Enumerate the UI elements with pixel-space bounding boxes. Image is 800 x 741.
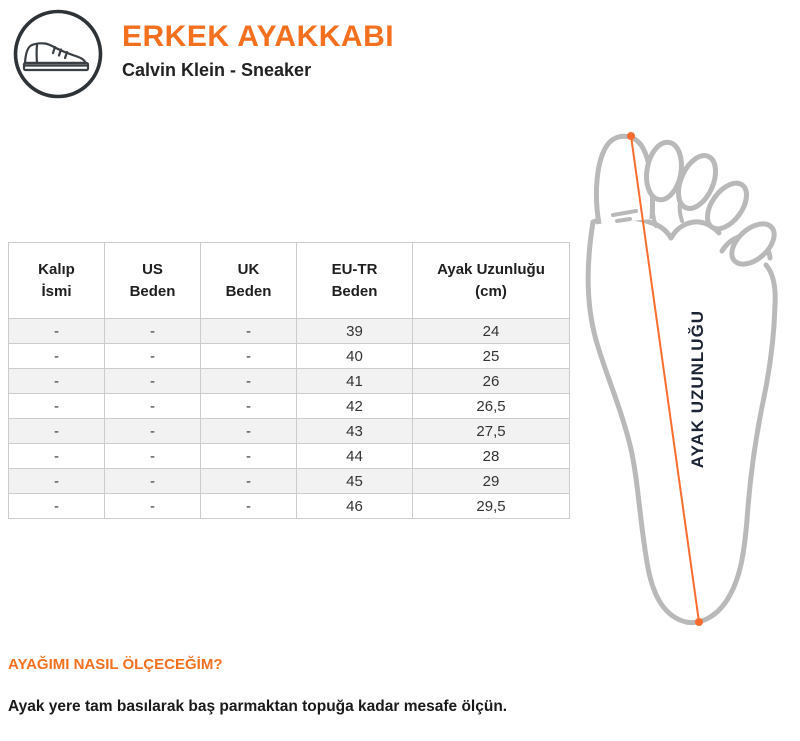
size-cell: - xyxy=(8,393,105,419)
size-table-header-row: Kalıp İsmi US Beden UK Beden EU-TR Beden… xyxy=(8,242,570,319)
sneaker-icon xyxy=(13,9,103,99)
size-cell: - xyxy=(104,368,201,394)
column-header-uk-beden: UK Beden xyxy=(200,242,297,319)
column-header-eu-tr-beden: EU-TR Beden xyxy=(296,242,413,319)
size-cell: 42 xyxy=(296,393,413,419)
size-cell: - xyxy=(8,418,105,444)
column-header-line: UK xyxy=(237,260,260,278)
size-cell: - xyxy=(200,468,297,494)
table-row: - - - 39 24 xyxy=(8,318,570,344)
size-cell: 25 xyxy=(412,343,570,369)
table-row: - - - 44 28 xyxy=(8,443,570,469)
size-cell: 28 xyxy=(412,443,570,469)
column-header-line: EU-TR xyxy=(331,260,378,278)
size-cell: - xyxy=(200,443,297,469)
size-cell: - xyxy=(104,493,201,519)
size-cell: - xyxy=(200,393,297,419)
column-header-kalip-ismi: Kalıp İsmi xyxy=(8,242,105,319)
foot-sole-outline xyxy=(585,219,778,626)
size-cell: - xyxy=(200,343,297,369)
table-row: - - - 42 26,5 xyxy=(8,393,570,419)
size-cell: 39 xyxy=(296,318,413,344)
column-header-line: Kalıp xyxy=(38,260,75,278)
size-cell: 27,5 xyxy=(412,418,570,444)
column-header-line: İsmi xyxy=(41,282,72,300)
measure-line xyxy=(627,132,703,626)
table-row: - - - 45 29 xyxy=(8,468,570,494)
size-cell: - xyxy=(104,318,201,344)
size-cell: - xyxy=(104,468,201,494)
column-header-line: US xyxy=(142,260,163,278)
size-cell: - xyxy=(200,368,297,394)
howto-text: Ayak yere tam basılarak baş parmaktan to… xyxy=(8,698,508,715)
howto-heading: AYAĞIMI NASIL ÖLÇECEĞİM? xyxy=(8,656,223,673)
foot-length-label: AYAK UZUNLUĞU xyxy=(688,309,707,469)
size-cell: 44 xyxy=(296,443,413,469)
size-cell: - xyxy=(104,418,201,444)
table-row: - - - 41 26 xyxy=(8,368,570,394)
page-title: ERKEK AYAKKABI xyxy=(122,20,395,53)
size-cell: 40 xyxy=(296,343,413,369)
page-subtitle: Calvin Klein - Sneaker xyxy=(122,60,312,80)
toe-4 xyxy=(704,180,750,232)
column-header-line: (cm) xyxy=(475,282,507,300)
big-toe xyxy=(593,133,655,225)
column-header-us-beden: US Beden xyxy=(104,242,201,319)
size-cell: 24 xyxy=(412,318,570,344)
size-cell: - xyxy=(200,493,297,519)
size-cell: 29,5 xyxy=(412,493,570,519)
size-cell: - xyxy=(104,343,201,369)
size-cell: 46 xyxy=(296,493,413,519)
size-cell: 41 xyxy=(296,368,413,394)
column-header-ayak-uzunlugu: Ayak Uzunluğu (cm) xyxy=(412,242,570,319)
foot-outline-illustration xyxy=(585,132,778,626)
table-row: - - - 46 29,5 xyxy=(8,493,570,519)
size-cell: - xyxy=(8,368,105,394)
size-cell: - xyxy=(200,318,297,344)
column-header-line: Beden xyxy=(331,282,378,300)
size-cell: 43 xyxy=(296,418,413,444)
toe-2 xyxy=(644,139,684,203)
size-cell: 26 xyxy=(412,368,570,394)
table-row: - - - 43 27,5 xyxy=(8,418,570,444)
column-header-line: Beden xyxy=(225,282,272,300)
size-cell: - xyxy=(104,393,201,419)
toe-5 xyxy=(729,221,777,267)
size-cell: - xyxy=(8,493,105,519)
toe-3 xyxy=(675,153,719,211)
size-cell: - xyxy=(200,418,297,444)
size-cell: - xyxy=(8,468,105,494)
size-cell: 45 xyxy=(296,468,413,494)
size-cell: - xyxy=(8,443,105,469)
size-cell: - xyxy=(104,443,201,469)
foot-measure-diagram: AYAK UZUNLUĞU xyxy=(560,125,800,635)
size-cell: - xyxy=(8,343,105,369)
size-cell: - xyxy=(8,318,105,344)
column-header-line: Beden xyxy=(129,282,176,300)
size-table: Kalıp İsmi US Beden UK Beden EU-TR Beden… xyxy=(8,242,570,519)
size-cell: 29 xyxy=(412,468,570,494)
table-row: - - - 40 25 xyxy=(8,343,570,369)
column-header-line: Ayak Uzunluğu xyxy=(437,260,545,278)
size-cell: 26,5 xyxy=(412,393,570,419)
